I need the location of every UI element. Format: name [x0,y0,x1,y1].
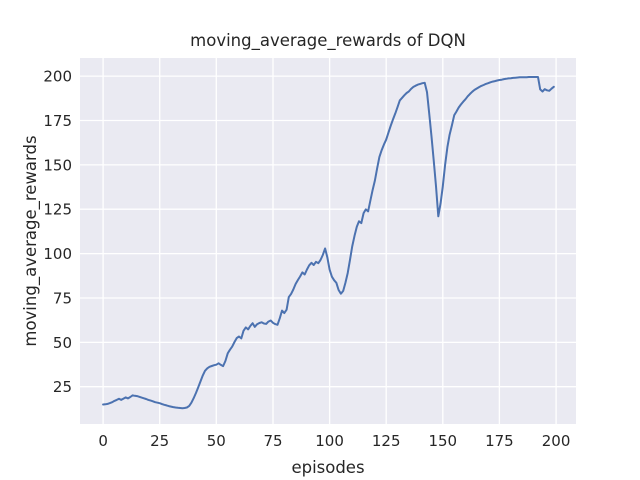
y-axis-ticks: 25 50 75 100 125 150 175 200 [43,68,72,397]
x-tick-label: 175 [485,432,514,450]
x-tick-label: 200 [542,432,571,450]
x-tick-label: 125 [372,432,401,450]
y-tick-label: 125 [43,201,72,219]
y-tick-label: 25 [53,378,72,396]
y-tick-label: 100 [43,245,72,263]
y-tick-label: 50 [53,334,72,352]
y-tick-label: 75 [53,290,72,308]
x-axis-label: episodes [291,458,364,477]
x-tick-label: 75 [263,432,282,450]
x-axis-ticks: 0 25 50 75 100 125 150 175 200 [98,432,570,450]
x-tick-label: 150 [428,432,457,450]
x-tick-label: 100 [315,432,344,450]
y-axis-label: moving_average_rewards [21,135,41,346]
plot-area [80,58,576,424]
y-tick-label: 150 [43,156,72,174]
x-tick-label: 25 [150,432,169,450]
dqn-moving-average-line [102,76,555,410]
gridlines [80,58,576,424]
y-tick-label: 200 [43,68,72,86]
x-tick-label: 0 [98,432,108,450]
chart-title: moving_average_rewards of DQN [190,31,466,51]
x-tick-label: 50 [207,432,226,450]
y-tick-label: 175 [43,112,72,130]
